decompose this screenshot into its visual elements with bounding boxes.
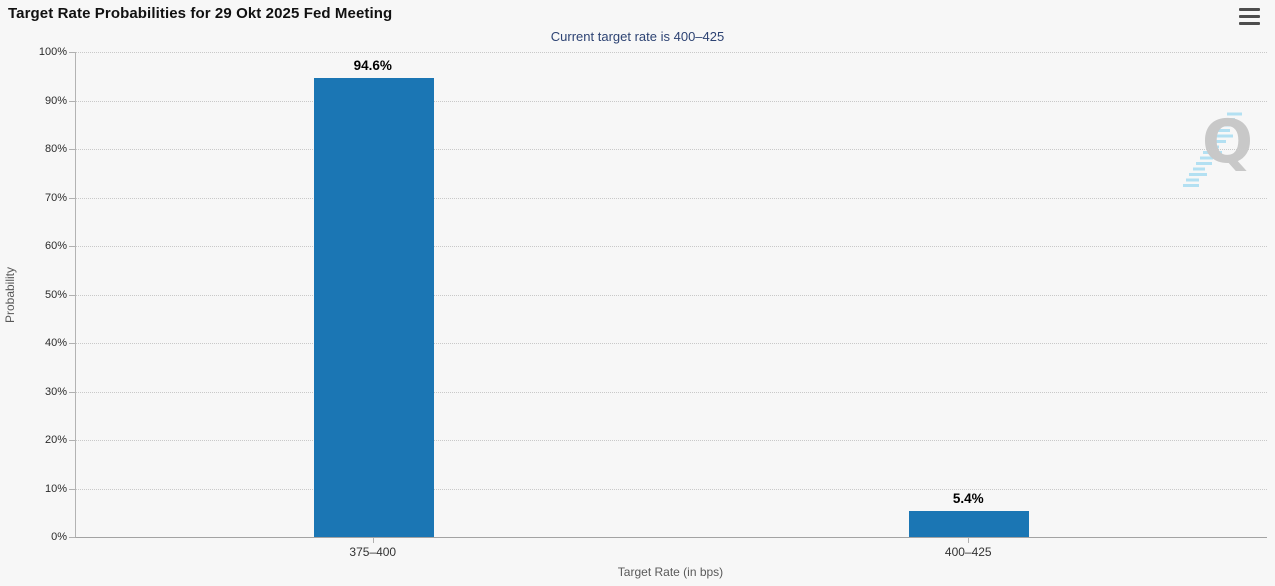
chart-subtitle: Current target rate is 400–425 — [550, 29, 725, 44]
y-tick-label: 0% — [51, 531, 67, 543]
hamburger-menu-icon[interactable] — [1239, 7, 1261, 26]
gridline — [76, 488, 1267, 490]
y-tick-mark — [69, 246, 75, 247]
bar-400–425[interactable] — [909, 510, 1030, 537]
x-category-label: 400–425 — [944, 545, 992, 559]
y-tick-mark — [69, 294, 75, 296]
y-tick-label: 90% — [44, 94, 67, 107]
q-logo-letter: Q — [1201, 107, 1253, 177]
plot-area: Q — [75, 52, 1267, 538]
y-tick-mark — [69, 343, 75, 344]
gridline — [76, 52, 1267, 53]
y-tick-mark — [69, 391, 75, 393]
gridline — [76, 391, 1267, 393]
y-tick-label: 60% — [44, 240, 67, 252]
x-tick-mark — [968, 538, 970, 543]
y-tick-mark — [69, 197, 75, 199]
y-tick-label: 50% — [44, 288, 67, 301]
y-tick-mark — [69, 537, 75, 538]
y-tick-label: 10% — [44, 482, 67, 495]
gridline — [76, 149, 1267, 150]
q-logo-stripes — [1183, 112, 1242, 187]
gridline — [76, 294, 1267, 296]
y-tick-mark — [69, 440, 75, 441]
hamburger-bar — [1239, 21, 1260, 25]
hamburger-bar — [1239, 8, 1260, 12]
y-tick-label: 70% — [44, 191, 67, 204]
y-tick-label: 40% — [44, 337, 67, 349]
y-tick-label: 80% — [44, 143, 67, 155]
y-tick-mark — [69, 488, 75, 490]
y-tick-label: 20% — [44, 434, 67, 446]
gridline — [76, 440, 1267, 441]
hamburger-bar — [1239, 14, 1260, 19]
gridline — [76, 246, 1267, 247]
y-tick-mark — [69, 100, 75, 102]
y-tick-label: 30% — [44, 385, 67, 398]
gridline — [76, 197, 1267, 199]
x-category-label: 375–400 — [349, 545, 397, 559]
bar-value-label: 5.4% — [952, 490, 984, 506]
bar-value-label: 94.6% — [353, 58, 392, 74]
gridline — [76, 343, 1267, 344]
y-tick-label: 100% — [38, 46, 67, 58]
y-tick-mark — [69, 52, 75, 53]
x-tick-mark — [372, 538, 374, 543]
gridline — [76, 100, 1267, 102]
x-axis-title: Target Rate (in bps) — [617, 565, 724, 579]
bar-375–400[interactable] — [313, 78, 434, 537]
page-title: Target Rate Probabilities for 29 Okt 202… — [8, 5, 393, 22]
q-logo-watermark: Q — [1177, 108, 1255, 192]
y-tick-mark — [69, 149, 75, 150]
